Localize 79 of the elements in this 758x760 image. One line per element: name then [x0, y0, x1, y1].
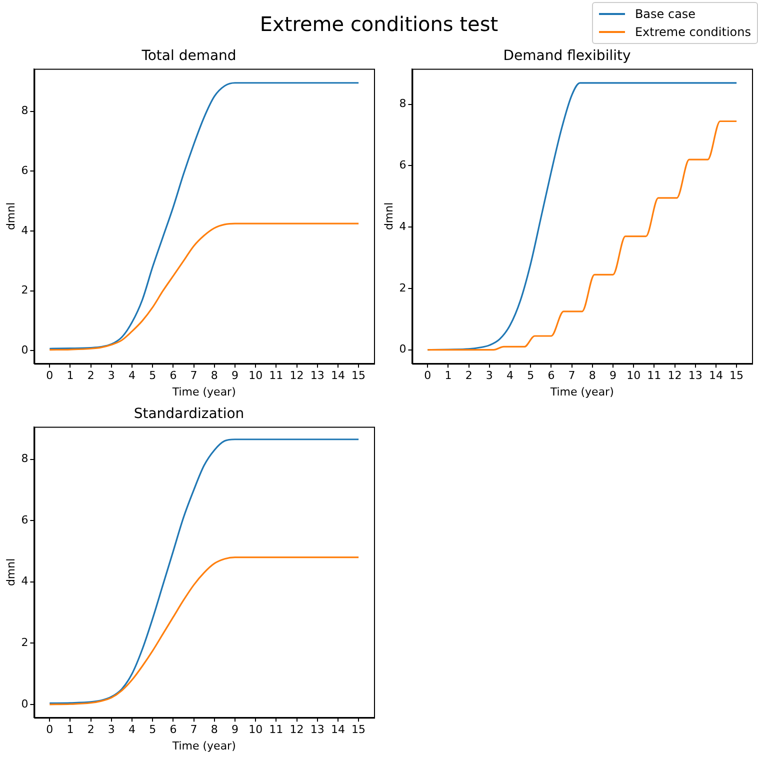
- y-tick-label: 6: [399, 158, 406, 172]
- x-tick-label: 13: [310, 723, 324, 736]
- x-tick-label: 9: [231, 723, 238, 736]
- x-tick-label: 1: [444, 369, 452, 382]
- x-tick-label: 2: [465, 369, 472, 382]
- x-tick-label: 2: [87, 369, 94, 382]
- x-tick-label: 8: [210, 723, 218, 736]
- x-axis-title: Time (year): [549, 385, 614, 398]
- x-tick-label: 5: [527, 369, 534, 382]
- y-tick-label: 4: [21, 574, 28, 588]
- x-tick-label: 5: [149, 369, 156, 382]
- x-tick-label: 11: [269, 723, 284, 736]
- y-axis-title: dmnl: [4, 202, 18, 230]
- x-tick-label: 10: [626, 369, 641, 382]
- chart-title: Standardization: [134, 406, 244, 422]
- x-tick-label: 4: [128, 723, 136, 736]
- x-tick-label: 12: [290, 723, 304, 736]
- y-tick-label: 2: [21, 284, 28, 297]
- y-tick-label: 4: [399, 220, 406, 233]
- x-tick-label: 12: [290, 369, 304, 382]
- x-tick-label: 1: [66, 369, 74, 382]
- x-tick-label: 0: [46, 723, 54, 736]
- x-tick-label: 0: [424, 369, 432, 382]
- x-tick-label: 7: [568, 369, 576, 382]
- line-series: [48, 556, 360, 706]
- x-tick-label: 7: [190, 369, 198, 382]
- y-axis-title: dmnl: [382, 202, 396, 230]
- y-tick-label: 0: [21, 344, 28, 357]
- line-series: [48, 222, 360, 351]
- y-tick-label: 8: [21, 104, 28, 118]
- x-tick-label: 3: [108, 723, 115, 736]
- x-tick-label: 15: [730, 369, 744, 382]
- x-tick-label: 3: [486, 369, 493, 382]
- y-axis-title: dmnl: [4, 558, 18, 586]
- x-tick-label: 7: [190, 723, 198, 736]
- x-tick-label: 3: [108, 369, 115, 382]
- x-tick-label: 9: [609, 369, 616, 382]
- x-tick-label: 15: [352, 369, 366, 382]
- x-axis-title: Time (year): [171, 739, 236, 752]
- x-tick-label: 12: [668, 369, 682, 382]
- x-tick-label: 9: [231, 369, 238, 382]
- x-tick-label: 10: [248, 369, 263, 382]
- x-tick-label: 10: [248, 723, 263, 736]
- text: Extreme conditions test: [260, 12, 498, 36]
- chart-title: Demand flexibility: [503, 48, 631, 64]
- line-series: [48, 82, 360, 350]
- legend-label: Extreme conditions: [634, 25, 751, 39]
- x-axis-title: Time (year): [171, 385, 236, 398]
- y-tick-label: 0: [399, 342, 406, 356]
- y-tick-label: 2: [21, 636, 28, 649]
- y-tick-label: 2: [399, 281, 406, 294]
- y-tick-label: 6: [21, 513, 28, 526]
- y-tick-label: 8: [399, 97, 406, 110]
- x-tick-label: 2: [87, 723, 94, 736]
- x-tick-label: 14: [708, 369, 723, 382]
- x-tick-label: 13: [310, 369, 324, 382]
- chart-title: Total demand: [140, 48, 236, 64]
- x-tick-label: 14: [330, 723, 345, 736]
- legend-label: Base case: [634, 7, 696, 21]
- x-tick-label: 0: [46, 369, 54, 382]
- x-tick-label: 11: [269, 369, 284, 382]
- x-tick-label: 1: [66, 723, 74, 736]
- x-tick-label: 4: [506, 369, 514, 382]
- x-tick-label: 6: [548, 369, 555, 382]
- x-tick-label: 8: [210, 369, 218, 382]
- y-tick-label: 8: [21, 452, 28, 466]
- x-tick-label: 14: [330, 369, 345, 382]
- x-tick-label: 13: [688, 369, 702, 382]
- x-tick-label: 15: [352, 723, 366, 736]
- y-tick-label: 0: [21, 697, 28, 710]
- y-tick-label: 6: [21, 164, 28, 178]
- x-tick-label: 5: [149, 723, 156, 736]
- x-tick-label: 4: [128, 369, 136, 382]
- x-tick-label: 6: [170, 369, 177, 382]
- x-tick-label: 8: [588, 369, 596, 382]
- x-tick-label: 11: [647, 369, 662, 382]
- y-tick-label: 4: [21, 224, 28, 237]
- x-tick-label: 6: [170, 723, 177, 736]
- line-series: [48, 438, 360, 704]
